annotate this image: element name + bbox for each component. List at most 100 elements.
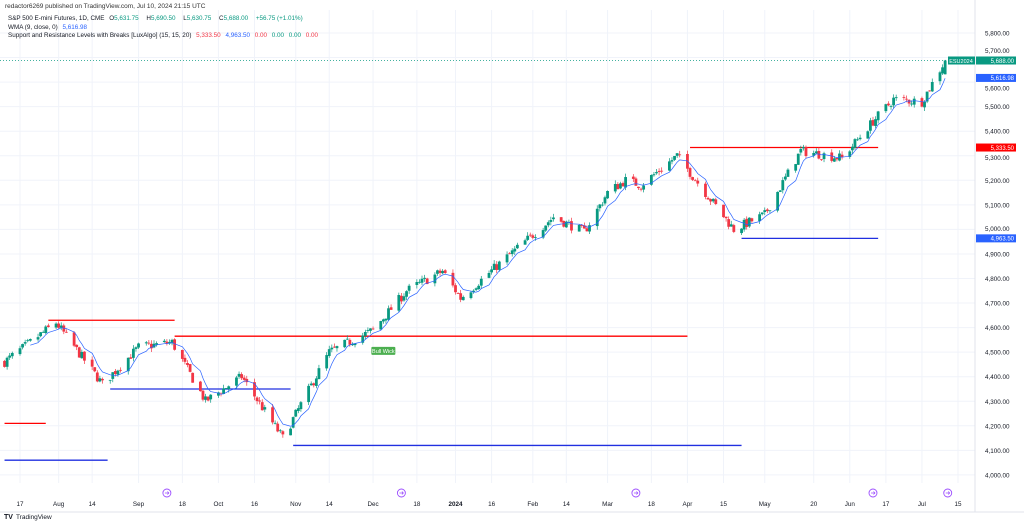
candle-body	[923, 101, 926, 108]
candle-body	[309, 383, 313, 386]
candle-body	[649, 175, 653, 185]
candle-body	[621, 183, 625, 187]
candle-body	[399, 295, 403, 302]
candle-body	[407, 285, 411, 291]
candle-body	[515, 244, 519, 249]
candle-body	[387, 308, 390, 320]
candle-body	[219, 393, 223, 395]
candle-body	[155, 343, 158, 345]
candle-body	[544, 225, 548, 231]
event-arrow-icon	[870, 491, 876, 495]
candle-body	[763, 210, 767, 213]
candle-body	[799, 148, 803, 153]
high-group: H5,690.50	[146, 15, 178, 22]
sr-legend-row[interactable]: Support and Resistance Levels with Break…	[8, 32, 321, 41]
candle-body	[165, 341, 169, 344]
candle-body	[928, 90, 932, 92]
time-tick-label: Apr	[683, 501, 693, 508]
candle-body	[670, 160, 674, 162]
candle-body	[729, 224, 733, 227]
time-tick-label: 18	[648, 501, 656, 508]
wma-name: WMA (9, close, 0)	[8, 23, 58, 31]
candle-body	[858, 137, 862, 140]
open-group: O5,631.75	[109, 15, 141, 22]
time-tick-label: 14	[89, 501, 97, 508]
candle-body	[606, 190, 609, 199]
symbol-tag: ESU2024	[949, 59, 973, 65]
candle-body	[389, 307, 393, 310]
candle-body	[397, 294, 401, 311]
candle-body	[559, 217, 563, 222]
price-tick-label: 4,200.00	[985, 423, 1010, 430]
candle-body	[874, 119, 877, 126]
price-tick-label: 4,600.00	[985, 325, 1010, 332]
candle-body	[768, 210, 772, 212]
candle-body	[332, 346, 336, 348]
price-tick-label: 4,500.00	[985, 350, 1010, 357]
price-tick-label: 5,100.00	[985, 202, 1010, 209]
candle-body	[603, 197, 607, 204]
candle-body	[369, 328, 372, 331]
price-tick-label: 4,300.00	[985, 399, 1010, 406]
price-tick-label: 5,600.00	[985, 85, 1010, 92]
candle-body	[652, 174, 656, 176]
candle-body	[438, 270, 442, 273]
tradingview-footer: TV TradingView	[4, 514, 52, 521]
candle-body	[812, 153, 816, 156]
candle-body	[317, 368, 321, 380]
symbol-legend-row[interactable]: S&P 500 E-mini Futures, 1D, CME O5,631.7…	[8, 15, 321, 24]
wma-value: 5,616.98	[62, 23, 87, 31]
candle-body	[113, 371, 117, 374]
candle-body	[62, 325, 66, 332]
time-tick-label: Nov	[290, 501, 302, 508]
candle-body	[889, 106, 893, 107]
sr-value-4: 0.00	[271, 32, 284, 40]
candle-body	[312, 383, 316, 386]
candle-body	[98, 378, 102, 382]
candle-body	[281, 431, 285, 435]
candle-body	[237, 373, 241, 377]
candle-body	[490, 269, 493, 273]
sr-resistance-value: 5,333.50	[196, 32, 221, 40]
candle-body	[188, 364, 192, 372]
sr-value-6: 0.00	[305, 32, 319, 40]
candle-body	[472, 290, 475, 293]
candle-body	[258, 400, 262, 402]
candle-body	[740, 228, 743, 234]
candle-body	[8, 355, 12, 358]
candle-body	[276, 423, 280, 432]
candle-body	[198, 381, 202, 392]
candle-body	[804, 147, 808, 157]
candle-body	[783, 176, 787, 180]
candle-body	[835, 157, 839, 160]
candle-body	[546, 222, 550, 226]
candle-body	[235, 377, 238, 386]
candle-body	[170, 339, 174, 344]
candle-body	[443, 270, 447, 273]
candle-body	[351, 343, 354, 346]
candle-body	[294, 409, 298, 417]
candle-body	[90, 359, 94, 367]
time-tick-label: Jun	[845, 501, 856, 508]
candle-body	[817, 150, 821, 159]
candle-body	[830, 152, 834, 161]
candle-body	[892, 97, 896, 106]
candle-body	[711, 198, 715, 202]
candle-body	[925, 91, 929, 102]
candle-body	[714, 199, 718, 204]
candle-body	[850, 146, 854, 151]
high-value: 5,690.50	[150, 15, 176, 22]
price-tick-label: 5,300.00	[985, 155, 1010, 162]
candle-body	[781, 180, 785, 191]
candle-body	[722, 204, 725, 218]
high-label: H	[146, 15, 151, 22]
wma-legend-row[interactable]: WMA (9, close, 0) 5,616.98	[8, 24, 321, 33]
candle-body	[454, 285, 457, 293]
candle-body	[688, 168, 692, 177]
time-tick-label: 17	[882, 501, 890, 508]
time-tick-label: Dec	[367, 501, 378, 508]
candle-body	[856, 139, 859, 141]
candle-body	[637, 186, 640, 189]
candle-body	[585, 228, 589, 232]
